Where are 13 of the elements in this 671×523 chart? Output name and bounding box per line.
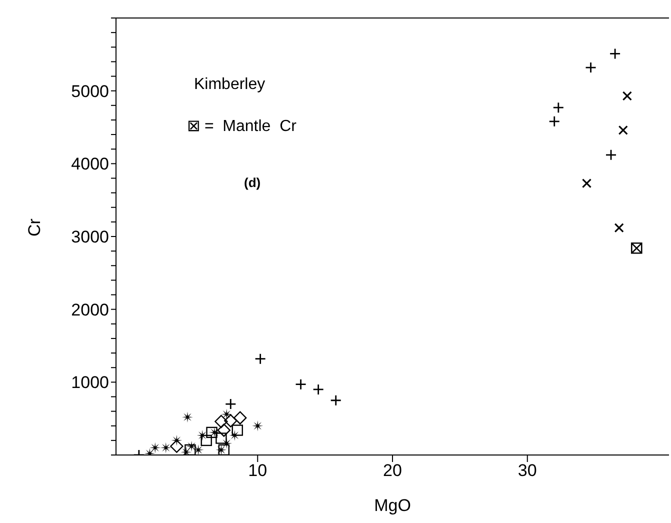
y-axis-title: Cr [25,218,44,236]
y-tick-label: 4000 [71,154,109,174]
x-axis-title: MgO [374,496,411,515]
annotation: (d) [244,175,261,190]
annotation: ⊠ = Mantle Cr [187,117,296,136]
y-tick-label: 5000 [71,82,109,101]
y-tick-label: 2000 [71,300,109,320]
x-tick-label: 10 [248,461,268,480]
y-tick-label: 1000 [71,373,109,392]
x-tick-label: 30 [518,461,537,480]
annotation: Kimberley [194,76,266,94]
y-tick-label: 3000 [71,228,109,247]
x-tick-label: 20 [383,461,402,480]
